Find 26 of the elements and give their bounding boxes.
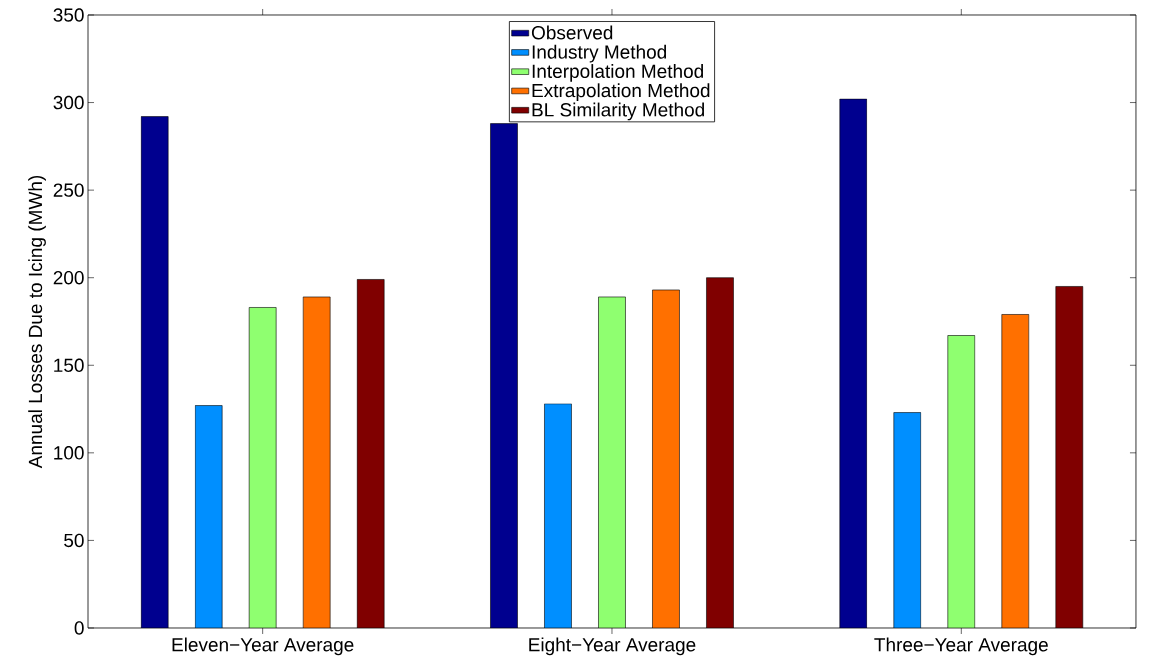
y-tick-label: 350 [53, 8, 84, 22]
bar [1001, 314, 1030, 628]
bar [706, 277, 734, 628]
legend-label: Interpolation Method [532, 64, 703, 82]
y-tick-label: 150 [54, 358, 84, 372]
bar [356, 279, 385, 628]
legend-label: Industry Method [532, 44, 667, 63]
bar [598, 296, 626, 628]
y-tick-label: 200 [53, 270, 84, 285]
bar [652, 289, 680, 628]
legend-label: Extrapolation Method [532, 83, 710, 102]
y-tick-label: 50 [64, 533, 84, 548]
x-tick-label: Three−Year Average [874, 637, 1048, 656]
bar [248, 307, 277, 628]
y-tick-label: 250 [53, 183, 84, 197]
y-tick-label: 0 [74, 621, 84, 635]
x-tick-label: Eleven−Year Average [172, 637, 354, 656]
y-axis-title: Annual Losses Due to Icing (MWh) [28, 175, 46, 469]
x-tick-label: Eight−Year Average [529, 637, 696, 656]
legend-label: Observed [531, 25, 613, 40]
y-tick-label: 100 [54, 446, 84, 460]
bar [1055, 286, 1084, 628]
bar [947, 335, 976, 628]
bar [302, 296, 331, 628]
legend-label: BL Similarity Method [532, 102, 704, 121]
y-tick-label: 300 [53, 95, 84, 110]
